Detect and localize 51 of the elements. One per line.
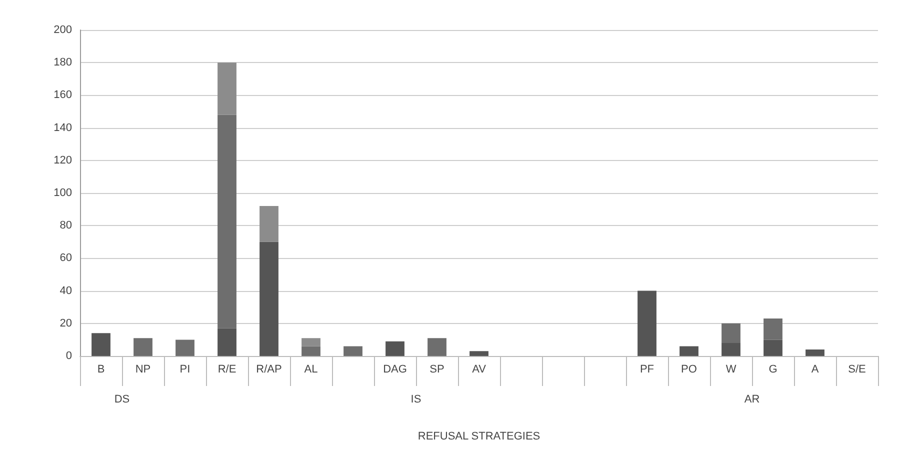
x-tick-label: AL bbox=[304, 364, 318, 376]
x-tick-label: PF bbox=[640, 364, 654, 376]
x-tick-label: R/E bbox=[218, 364, 236, 376]
bar bbox=[764, 340, 782, 356]
bar bbox=[134, 338, 152, 356]
x-tick-label: DAG bbox=[383, 364, 407, 376]
bar bbox=[260, 242, 278, 356]
bar bbox=[764, 318, 782, 340]
y-tick-label: 20 bbox=[60, 317, 72, 330]
y-tick-label: 80 bbox=[60, 220, 72, 232]
y-tick-label: 160 bbox=[54, 89, 72, 102]
y-tick-label: 0 bbox=[66, 350, 72, 362]
x-tick-label: W bbox=[726, 364, 737, 376]
text: IS bbox=[410, 394, 422, 406]
x-axis-title: REFUSAL STRATEGIES bbox=[418, 430, 540, 442]
y-tick-label: 60 bbox=[60, 252, 72, 264]
bar bbox=[302, 346, 320, 356]
bar bbox=[344, 346, 362, 356]
x-tick-label: S/E bbox=[848, 364, 866, 376]
bar bbox=[218, 114, 236, 328]
y-tick-label: 100 bbox=[54, 187, 72, 199]
bar bbox=[470, 351, 488, 356]
bar bbox=[218, 328, 236, 356]
bar bbox=[638, 290, 656, 356]
x-tick-label: AV bbox=[472, 364, 487, 376]
y-tick-label: 180 bbox=[54, 56, 72, 69]
x-tick-label: R/AP bbox=[256, 364, 282, 376]
bar bbox=[218, 62, 236, 115]
y-tick-label: 40 bbox=[60, 284, 72, 297]
bar bbox=[428, 338, 446, 356]
x-tick-label: PO bbox=[681, 364, 698, 376]
bar bbox=[722, 342, 740, 356]
y-tick-label: 140 bbox=[54, 122, 72, 134]
x-tick-label: B bbox=[97, 364, 105, 376]
x-tick-label: NP bbox=[135, 364, 151, 376]
y-tick-label: 120 bbox=[54, 154, 72, 166]
x-tick-label: SP bbox=[430, 364, 444, 376]
x-tick-label: PI bbox=[180, 364, 190, 376]
bar bbox=[176, 340, 194, 356]
x-tick-label: A bbox=[811, 364, 820, 376]
bar bbox=[722, 323, 740, 343]
text: DS bbox=[114, 394, 130, 406]
y-tick-label: 200 bbox=[54, 24, 72, 36]
bar bbox=[302, 338, 320, 346]
bar bbox=[92, 333, 110, 356]
bar bbox=[680, 346, 698, 356]
bar bbox=[806, 349, 824, 356]
bar bbox=[386, 341, 404, 356]
text: AR bbox=[744, 394, 760, 406]
bar bbox=[260, 206, 278, 242]
x-tick-label: G bbox=[768, 364, 778, 376]
